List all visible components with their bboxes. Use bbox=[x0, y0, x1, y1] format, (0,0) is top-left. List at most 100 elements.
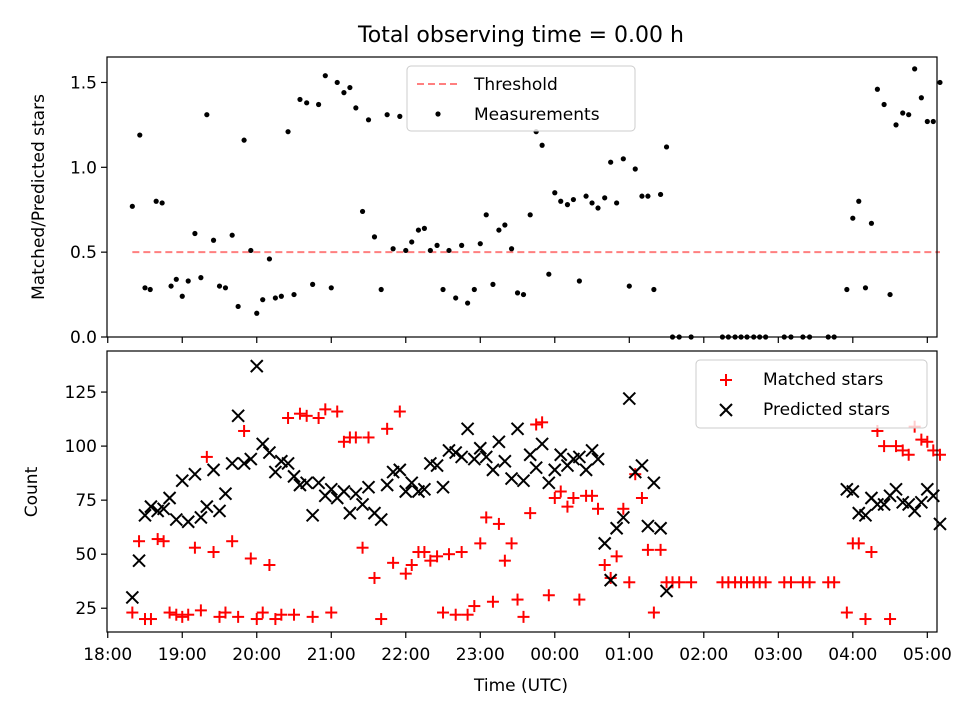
predicted-star-point bbox=[467, 452, 482, 466]
matched-star-point bbox=[387, 556, 400, 569]
matched-star-point bbox=[803, 576, 816, 589]
measurement-point bbox=[924, 118, 930, 125]
predicted-star-point bbox=[635, 458, 649, 473]
measurement-point bbox=[657, 191, 664, 198]
bottom-y-tick-label: 125 bbox=[65, 383, 97, 403]
measurement-point bbox=[862, 285, 869, 291]
measurement-point bbox=[173, 276, 179, 282]
predicted-star-point bbox=[498, 454, 512, 468]
predicted-star-point bbox=[933, 517, 947, 531]
matched-star-point bbox=[591, 502, 604, 515]
matched-star-point bbox=[828, 576, 841, 589]
matched-star-point bbox=[598, 558, 611, 571]
measurement-point bbox=[552, 190, 558, 196]
measurement-point bbox=[930, 118, 936, 125]
predicted-star-point bbox=[200, 499, 214, 514]
predicted-star-point bbox=[504, 471, 519, 486]
bottom-x-tick-label: 19:00 bbox=[158, 645, 207, 665]
measurement-point bbox=[328, 285, 334, 291]
measurement-point bbox=[185, 278, 191, 284]
matched-star-point bbox=[505, 537, 518, 550]
predicted-star-point bbox=[380, 478, 394, 492]
predicted-star-point bbox=[287, 469, 301, 484]
matched-star-point bbox=[902, 448, 915, 461]
predicted-star-point bbox=[603, 573, 618, 587]
predicted-star-point bbox=[225, 456, 239, 471]
measurement-point bbox=[378, 286, 384, 293]
matched-legend-marker bbox=[720, 374, 732, 386]
predicted-star-point bbox=[393, 463, 407, 477]
bottom-y-tick-label: 25 bbox=[75, 599, 97, 619]
predicted-star-point bbox=[162, 491, 177, 505]
measurement-point bbox=[266, 256, 273, 262]
measurement-point bbox=[179, 293, 185, 299]
predicted-star-point bbox=[647, 476, 661, 490]
top-y-tick-label: 0.5 bbox=[70, 243, 97, 263]
matched-star-point bbox=[300, 409, 313, 422]
matched-star-point bbox=[554, 485, 567, 498]
bottom-y-tick-label: 100 bbox=[65, 437, 97, 457]
matched-star-point bbox=[530, 418, 543, 431]
measurements-series bbox=[129, 66, 943, 340]
matched-star-point bbox=[226, 535, 239, 548]
matched-star-point bbox=[449, 608, 462, 621]
measurement-point bbox=[520, 291, 527, 298]
predicted-star-point bbox=[417, 482, 432, 497]
predicted-star-point bbox=[343, 506, 357, 520]
matched-star-point bbox=[381, 422, 394, 435]
bottom-x-tick-label: 05:00 bbox=[903, 645, 952, 665]
matched-star-point bbox=[474, 537, 487, 550]
predicted-star-point bbox=[436, 480, 450, 494]
measurement-point bbox=[297, 96, 303, 103]
predicted-star-point bbox=[181, 515, 195, 529]
measurement-point bbox=[446, 247, 452, 254]
measurement-point bbox=[570, 196, 577, 203]
measurement-point bbox=[278, 293, 284, 299]
bottom-y-tick-label: 50 bbox=[75, 545, 97, 565]
matched-star-point bbox=[654, 543, 667, 556]
predicted-star-point bbox=[460, 422, 475, 436]
bottom-panel-frame bbox=[106, 350, 938, 633]
matched-star-point bbox=[498, 554, 511, 567]
top-y-tick-label: 1.0 bbox=[70, 158, 97, 178]
matched-star-point bbox=[356, 541, 369, 554]
matched-star-point bbox=[368, 571, 381, 584]
bottom-y-ticks: 25 50 75 100 125 bbox=[65, 383, 107, 619]
matched-star-point bbox=[567, 491, 580, 504]
matched-star-point bbox=[418, 546, 431, 559]
predicted-star-point bbox=[641, 519, 655, 533]
matched-star-point bbox=[878, 440, 891, 453]
predicted-star-point bbox=[169, 512, 183, 527]
matched-star-point bbox=[480, 511, 493, 524]
matched-star-point bbox=[586, 489, 599, 502]
matched-star-point bbox=[635, 491, 648, 504]
measurement-point bbox=[620, 156, 626, 162]
top-panel: 0.0 0.5 1.0 1.5 Matched/Predicted stars Thr… bbox=[29, 56, 943, 348]
bottom-x-tick-label: 03:00 bbox=[754, 645, 803, 665]
matched-star-point bbox=[933, 448, 946, 461]
measurement-point bbox=[304, 100, 310, 106]
predicted-legend-marker bbox=[719, 403, 733, 417]
predicted-star-point bbox=[516, 473, 531, 488]
bottom-y-axis-label: Count bbox=[22, 466, 42, 517]
predicted-star-point bbox=[622, 391, 636, 406]
matched-star-point bbox=[623, 576, 636, 589]
matched-star-point bbox=[263, 558, 276, 571]
predicted-star-point bbox=[907, 504, 922, 518]
measurement-point bbox=[310, 281, 316, 287]
predicted-star-point bbox=[616, 510, 631, 525]
top-x-ticks bbox=[107, 337, 928, 343]
matched-star-point bbox=[461, 608, 474, 621]
matched-star-point bbox=[921, 435, 934, 448]
bottom-legend-box bbox=[695, 359, 928, 429]
matched-star-point bbox=[542, 589, 555, 602]
matched-star-point bbox=[442, 548, 455, 561]
measurement-point bbox=[465, 300, 471, 306]
measurement-point bbox=[322, 73, 328, 79]
matched-star-point bbox=[759, 576, 772, 589]
matched-star-point bbox=[393, 405, 406, 418]
predicted-star-point bbox=[218, 486, 233, 501]
predicted-star-point bbox=[212, 504, 227, 518]
bottom-x-tick-label: 18:00 bbox=[83, 645, 132, 665]
